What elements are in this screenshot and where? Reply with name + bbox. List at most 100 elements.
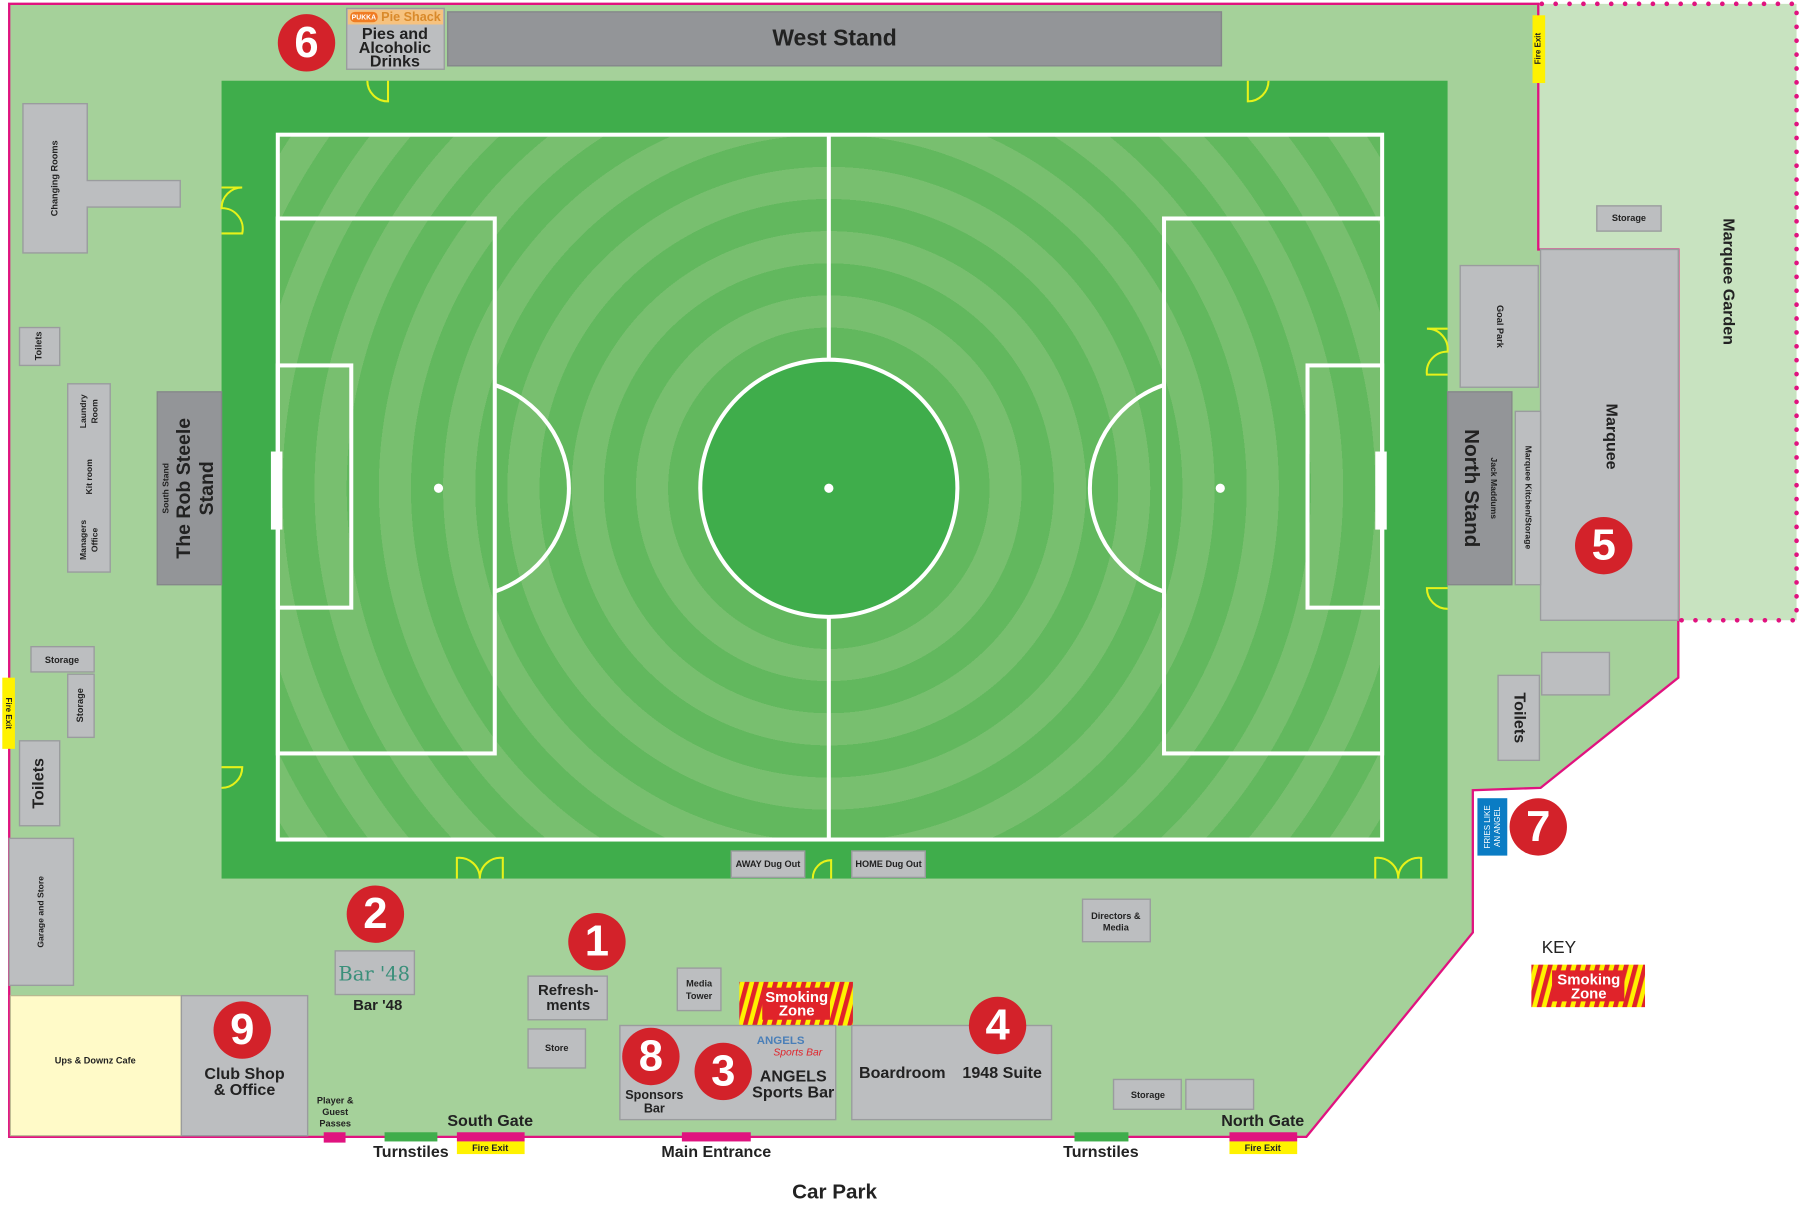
boardroom-label: Boardroom bbox=[859, 1064, 946, 1082]
storage-right-label: Storage bbox=[1612, 213, 1646, 223]
fire-exit-top-label: Fire Exit bbox=[1533, 32, 1542, 64]
pie-shack[interactable]: PUKKA Pie Shack Pies and Alcoholic Drink… bbox=[345, 7, 445, 71]
angels-logo-script: Sports Bar bbox=[773, 1047, 822, 1058]
marquee-kitchen-storage[interactable] bbox=[1514, 410, 1542, 586]
badge-circle bbox=[968, 996, 1027, 1055]
marquee-garden-label: Marquee Garden bbox=[1719, 218, 1737, 345]
turnstiles-south-label: Turnstiles bbox=[373, 1143, 449, 1161]
toilets-left-label: Toilets bbox=[29, 758, 47, 809]
goal-left bbox=[270, 451, 283, 530]
bar-48[interactable] bbox=[334, 950, 416, 996]
home-dugout[interactable] bbox=[851, 850, 926, 879]
garden-boundary-dotted bbox=[1539, 1, 1799, 623]
west-stand[interactable] bbox=[447, 11, 1223, 67]
badge-circle bbox=[1575, 516, 1633, 575]
toilets-right-label: Toilets bbox=[1510, 693, 1528, 744]
toilets-small[interactable] bbox=[18, 326, 61, 367]
south-gate-label: South Gate bbox=[447, 1112, 533, 1130]
marquee-kitchen-label: Marquee Kitchen/Storage bbox=[1524, 446, 1534, 550]
fries-like-an-angel[interactable] bbox=[1477, 798, 1508, 856]
badge-number: 9 bbox=[230, 1006, 254, 1054]
south-fire-exit bbox=[456, 1141, 525, 1155]
away-dugout[interactable] bbox=[730, 850, 806, 879]
storage-bottom[interactable] bbox=[1112, 1078, 1182, 1110]
number-badge-3[interactable]: 3 bbox=[694, 1042, 752, 1101]
door-icons bbox=[220, 80, 1449, 879]
badge-circle bbox=[694, 1042, 752, 1101]
north-stand-small-label: Jack Maddums bbox=[1489, 457, 1499, 519]
key-smoking-label-2: Zone bbox=[1571, 985, 1607, 1002]
angels-logo: ANGELS bbox=[757, 1035, 805, 1047]
player-passes-label-2: Guest bbox=[322, 1107, 348, 1117]
badge-circle bbox=[622, 1027, 680, 1086]
garage-and-store[interactable] bbox=[8, 837, 75, 987]
south-gate[interactable] bbox=[456, 1132, 525, 1142]
angels-label-2: Sports Bar bbox=[752, 1083, 834, 1101]
directors-label-2: Media bbox=[1103, 922, 1130, 932]
rob-steele-stand[interactable] bbox=[156, 391, 223, 586]
refreshments-label-2: ments bbox=[546, 997, 590, 1014]
storage-right[interactable] bbox=[1596, 205, 1662, 232]
badge-circle bbox=[277, 14, 336, 72]
laundry-label: Laundry bbox=[78, 394, 88, 428]
bar-48-logo: Bar '48 bbox=[338, 962, 410, 985]
pitch-markings bbox=[270, 132, 1387, 842]
number-badge-9[interactable]: 9 bbox=[213, 1001, 271, 1059]
ups-downz-cafe[interactable] bbox=[9, 995, 182, 1137]
north-gate-label: North Gate bbox=[1221, 1112, 1304, 1130]
managers-label-2: Office bbox=[90, 528, 100, 553]
car-park-label: Car Park bbox=[792, 1181, 877, 1204]
number-badge-8[interactable]: 8 bbox=[622, 1027, 680, 1086]
laundry-kit-managers-block[interactable] bbox=[67, 383, 111, 573]
badge-circle bbox=[346, 885, 405, 943]
changing-rooms[interactable] bbox=[22, 103, 181, 254]
main-entrance[interactable] bbox=[681, 1132, 751, 1142]
fries-label-1: FRIES LIKE bbox=[1483, 805, 1492, 848]
refreshments[interactable] bbox=[527, 975, 608, 1021]
refreshments-label-1: Refresh- bbox=[538, 982, 599, 999]
number-badge-7[interactable]: 7 bbox=[1509, 798, 1567, 856]
player-passes-label-3: Passes bbox=[319, 1119, 351, 1129]
rob-steele-label-1: The Rob Steele bbox=[173, 418, 195, 559]
media-tower[interactable] bbox=[676, 967, 722, 1012]
smoking-zone: Smoking Zone bbox=[739, 981, 853, 1026]
sponsors-label-2: Bar bbox=[644, 1102, 665, 1116]
directors-media[interactable] bbox=[1081, 898, 1151, 943]
key-smoking-zone: Smoking Zone bbox=[1531, 964, 1646, 1008]
badge-number: 5 bbox=[1592, 522, 1616, 570]
north-fire-exit-label: Fire Exit bbox=[1245, 1143, 1281, 1153]
turnstiles-north[interactable] bbox=[1074, 1132, 1129, 1142]
north-gate[interactable] bbox=[1229, 1132, 1298, 1142]
number-badge-6[interactable]: 6 bbox=[277, 14, 336, 72]
badge-number: 3 bbox=[711, 1047, 735, 1095]
badge-number: 7 bbox=[1526, 803, 1550, 851]
toilets-left[interactable] bbox=[18, 740, 61, 827]
number-badge-1[interactable]: 1 bbox=[568, 913, 626, 971]
managers-label: Managers bbox=[78, 520, 88, 560]
storage-left-a-label: Storage bbox=[45, 655, 79, 665]
storage-left-b[interactable] bbox=[67, 673, 95, 739]
fire-exit-top bbox=[1532, 15, 1546, 84]
north-stand[interactable] bbox=[1446, 391, 1513, 586]
badge-number: 1 bbox=[585, 918, 609, 966]
storage-left-a[interactable] bbox=[30, 645, 95, 673]
fries-label-2: AN ANGEL bbox=[1493, 806, 1502, 847]
media-tower-label-1: Media bbox=[686, 979, 713, 989]
number-badge-2[interactable]: 2 bbox=[346, 885, 405, 943]
laundry-label-2: Room bbox=[90, 399, 100, 424]
player-passes-gate[interactable] bbox=[323, 1132, 346, 1143]
home-dugout-label: HOME Dug Out bbox=[855, 859, 921, 869]
number-badge-5[interactable]: 5 bbox=[1575, 516, 1633, 575]
goal-park[interactable] bbox=[1459, 264, 1539, 388]
angels-label-1: ANGELS bbox=[760, 1067, 827, 1085]
turnstiles-south[interactable] bbox=[384, 1132, 438, 1142]
toilets-small-label: Toilets bbox=[33, 331, 43, 360]
number-badge-4[interactable]: 4 bbox=[968, 996, 1027, 1055]
badge-number: 4 bbox=[985, 1002, 1010, 1050]
club-shop-label-2: & Office bbox=[214, 1081, 276, 1099]
garage-label: Garage and Store bbox=[36, 876, 46, 948]
toilets-right[interactable] bbox=[1497, 674, 1541, 762]
goal-park-label: Goal Park bbox=[1495, 305, 1505, 349]
store[interactable] bbox=[527, 1028, 587, 1069]
